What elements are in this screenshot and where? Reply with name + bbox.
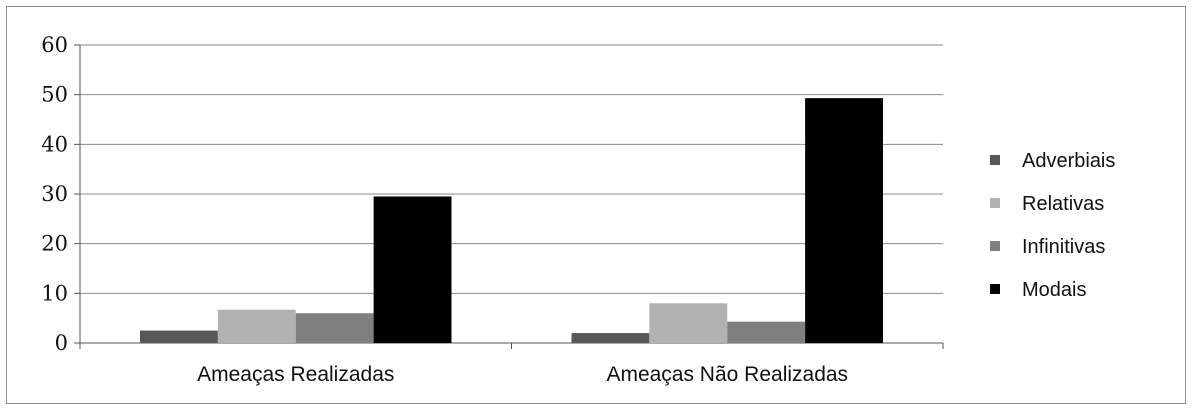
y-tick-label: 60 <box>41 33 68 57</box>
bars <box>140 98 883 343</box>
y-tick-label: 10 <box>41 281 68 305</box>
legend: Adverbiais Relativas Infinitivas Modais <box>990 150 1115 301</box>
bar-infinitivas-0 <box>295 313 374 343</box>
bar-relativas-1 <box>649 303 728 343</box>
bar-adverbiais-1 <box>571 333 650 343</box>
x-category-label: Ameaças Não Realizadas <box>606 363 848 386</box>
legend-swatch-adverbiais <box>990 155 1000 165</box>
gridlines <box>80 44 943 294</box>
legend-swatch-infinitivas <box>990 241 1000 251</box>
legend-label-modais: Modais <box>1022 279 1086 301</box>
y-tick-label: 20 <box>41 232 68 256</box>
bar-modais-1 <box>805 98 883 343</box>
y-tick-label: 40 <box>41 132 68 156</box>
y-tick-label: 30 <box>41 182 68 206</box>
bar-relativas-0 <box>217 309 296 343</box>
y-tick-label: 0 <box>55 331 68 355</box>
y-tick-label: 50 <box>41 83 68 107</box>
x-category-label: Ameaças Realizadas <box>197 363 394 386</box>
legend-swatch-relativas <box>990 198 1000 208</box>
legend-label-relativas: Relativas <box>1022 193 1104 215</box>
legend-swatch-modais <box>990 284 1000 294</box>
bar-modais-0 <box>373 196 452 343</box>
legend-label-adverbiais: Adverbiais <box>1022 150 1115 172</box>
legend-label-infinitivas: Infinitivas <box>1022 236 1105 258</box>
bar-infinitivas-1 <box>727 321 806 343</box>
bar-adverbiais-0 <box>140 330 218 343</box>
